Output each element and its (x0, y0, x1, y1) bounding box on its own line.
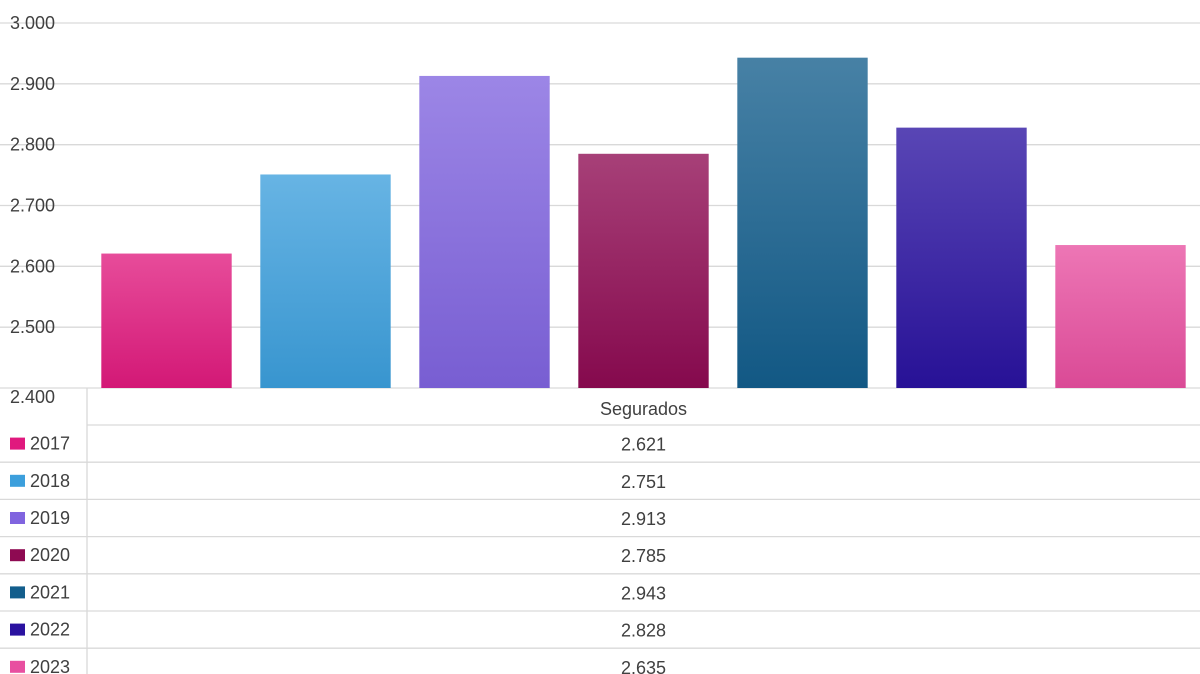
bar-2023 (1055, 245, 1186, 388)
legend-swatch-2019 (10, 512, 25, 524)
legend-label: 2021 (30, 582, 70, 602)
bar-2020 (578, 153, 709, 388)
legend-label: 2018 (30, 471, 70, 491)
legend-swatch-2022 (10, 623, 25, 636)
y-tick-label: 2.600 (10, 256, 55, 276)
bar-2018 (260, 174, 391, 388)
legend-label: 2019 (30, 508, 70, 528)
bar-2017 (101, 253, 232, 388)
legend-swatch-2018 (10, 474, 25, 487)
y-tick-label: 2.700 (10, 196, 55, 216)
table-category-header: Segurados (600, 399, 687, 419)
y-axis-tick-labels: 2.400 2.500 2.600 2.700 2.800 2.900 3.000 (10, 13, 55, 407)
legend-swatch-2023 (10, 660, 25, 673)
y-tick-label: 2.800 (10, 135, 55, 155)
data-label: 2.621 (621, 435, 666, 455)
legend-swatch-2017 (10, 437, 25, 450)
legend-label: 2017 (30, 434, 70, 454)
y-tick-label: 2.900 (10, 74, 55, 94)
data-label: 2.635 (621, 658, 666, 674)
legend-label: 2020 (30, 545, 70, 565)
data-label: 2.943 (621, 583, 666, 603)
bar-2019 (419, 75, 550, 389)
y-tick-label: 2.500 (10, 317, 55, 337)
data-label: 2.828 (621, 621, 666, 641)
legend-swatch-2021 (10, 586, 25, 599)
data-label: 2.785 (621, 546, 666, 566)
legend-label: 2022 (30, 620, 70, 640)
legend-swatch-2020 (10, 549, 25, 562)
legend-label: 2023 (30, 657, 70, 674)
bar-2022 (896, 127, 1027, 388)
data-label: 2.751 (621, 472, 666, 492)
y-tick-label: 3.000 (10, 13, 55, 33)
data-table: Segurados 2017 2.621 2018 2.751 2019 2.913 2020… (0, 388, 1200, 674)
y-tick-label: 2.400 (10, 387, 55, 407)
data-label: 2.913 (621, 509, 666, 529)
bars (101, 57, 1186, 389)
bar-2021 (737, 57, 868, 389)
